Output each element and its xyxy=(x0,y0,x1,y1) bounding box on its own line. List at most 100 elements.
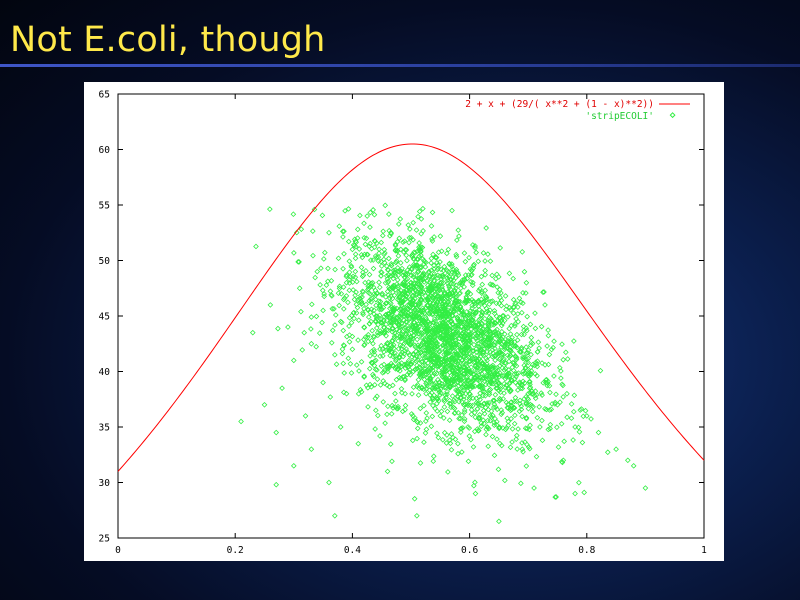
data-point xyxy=(472,303,478,309)
data-point xyxy=(472,243,478,249)
title-divider xyxy=(0,64,800,67)
data-point xyxy=(528,351,534,358)
data-point xyxy=(501,367,508,373)
data-point xyxy=(384,411,390,418)
data-point xyxy=(444,268,451,274)
data-point xyxy=(519,413,526,420)
data-point xyxy=(432,405,438,412)
data-point xyxy=(487,374,494,381)
data-point xyxy=(429,238,436,244)
data-point xyxy=(477,315,484,322)
data-point xyxy=(395,221,402,227)
data-point xyxy=(429,287,435,293)
data-point xyxy=(522,364,529,371)
data-point xyxy=(431,302,438,309)
data-point xyxy=(454,371,460,378)
data-point xyxy=(477,286,483,292)
data-point xyxy=(442,307,449,314)
data-point xyxy=(399,308,406,314)
data-point xyxy=(414,381,421,388)
x-tick-label: 0.6 xyxy=(461,545,478,556)
data-point xyxy=(377,433,383,439)
data-point xyxy=(389,338,396,344)
data-point xyxy=(539,417,545,424)
data-point xyxy=(368,348,375,355)
y-tick-label: 65 xyxy=(99,90,110,101)
data-point xyxy=(528,334,535,341)
data-point xyxy=(462,401,469,408)
data-point xyxy=(424,334,431,340)
plot-panel: 0 0.2 0.4 0.6 0.8 1 25 30 35 40 45 50 55 60 65 2 + x +… xyxy=(84,82,724,561)
data-point xyxy=(564,390,570,397)
data-point xyxy=(372,318,379,325)
data-point xyxy=(299,347,306,353)
data-point xyxy=(327,288,334,295)
data-point xyxy=(447,384,454,390)
data-point xyxy=(355,440,362,447)
data-point xyxy=(443,352,449,358)
data-point xyxy=(350,287,356,293)
data-point xyxy=(469,348,476,354)
data-point xyxy=(514,337,521,343)
data-point xyxy=(444,432,450,438)
data-point xyxy=(371,237,378,244)
data-point xyxy=(545,327,551,333)
data-point xyxy=(316,330,323,336)
data-point xyxy=(495,331,502,337)
data-point xyxy=(402,246,409,253)
data-point xyxy=(487,258,494,265)
data-point xyxy=(523,463,530,469)
data-point xyxy=(534,361,540,367)
data-point xyxy=(399,265,405,272)
data-point xyxy=(419,368,426,375)
data-point xyxy=(470,444,477,450)
data-point xyxy=(483,426,490,433)
data-point xyxy=(491,310,498,317)
data-point xyxy=(439,283,445,290)
data-point xyxy=(433,286,440,292)
data-point xyxy=(340,342,347,348)
data-point xyxy=(389,458,395,465)
data-point xyxy=(386,347,392,354)
data-point xyxy=(448,447,455,453)
data-point xyxy=(483,355,490,362)
data-point xyxy=(520,354,526,360)
data-point xyxy=(442,289,448,296)
data-point xyxy=(476,414,483,421)
data-point xyxy=(483,225,490,231)
data-point xyxy=(509,439,515,445)
data-point xyxy=(463,390,469,397)
data-point xyxy=(394,265,401,271)
data-point xyxy=(377,298,384,305)
data-point xyxy=(392,350,398,356)
data-point xyxy=(410,305,416,311)
y-tick-label: 25 xyxy=(99,534,110,545)
data-point xyxy=(371,334,378,340)
data-point xyxy=(348,312,355,319)
x-tick-label: 0.8 xyxy=(578,545,595,556)
data-point xyxy=(378,239,385,246)
data-point xyxy=(465,458,472,465)
data-point xyxy=(476,372,482,378)
data-point xyxy=(381,325,387,331)
data-point xyxy=(399,333,405,339)
data-point xyxy=(367,209,374,216)
data-point xyxy=(367,224,373,231)
data-point xyxy=(249,329,256,336)
data-point xyxy=(413,227,420,233)
data-point xyxy=(418,216,425,222)
data-point xyxy=(380,378,387,384)
data-point xyxy=(482,258,488,264)
data-point xyxy=(448,404,454,411)
data-point xyxy=(485,339,492,346)
data-point xyxy=(477,390,483,397)
data-point xyxy=(457,285,464,292)
data-point xyxy=(501,331,508,337)
data-point xyxy=(414,269,421,276)
data-point xyxy=(335,255,342,262)
data-point xyxy=(545,332,552,339)
data-point xyxy=(301,329,308,336)
data-point xyxy=(388,273,395,280)
data-point xyxy=(437,259,443,265)
data-point xyxy=(462,315,469,322)
